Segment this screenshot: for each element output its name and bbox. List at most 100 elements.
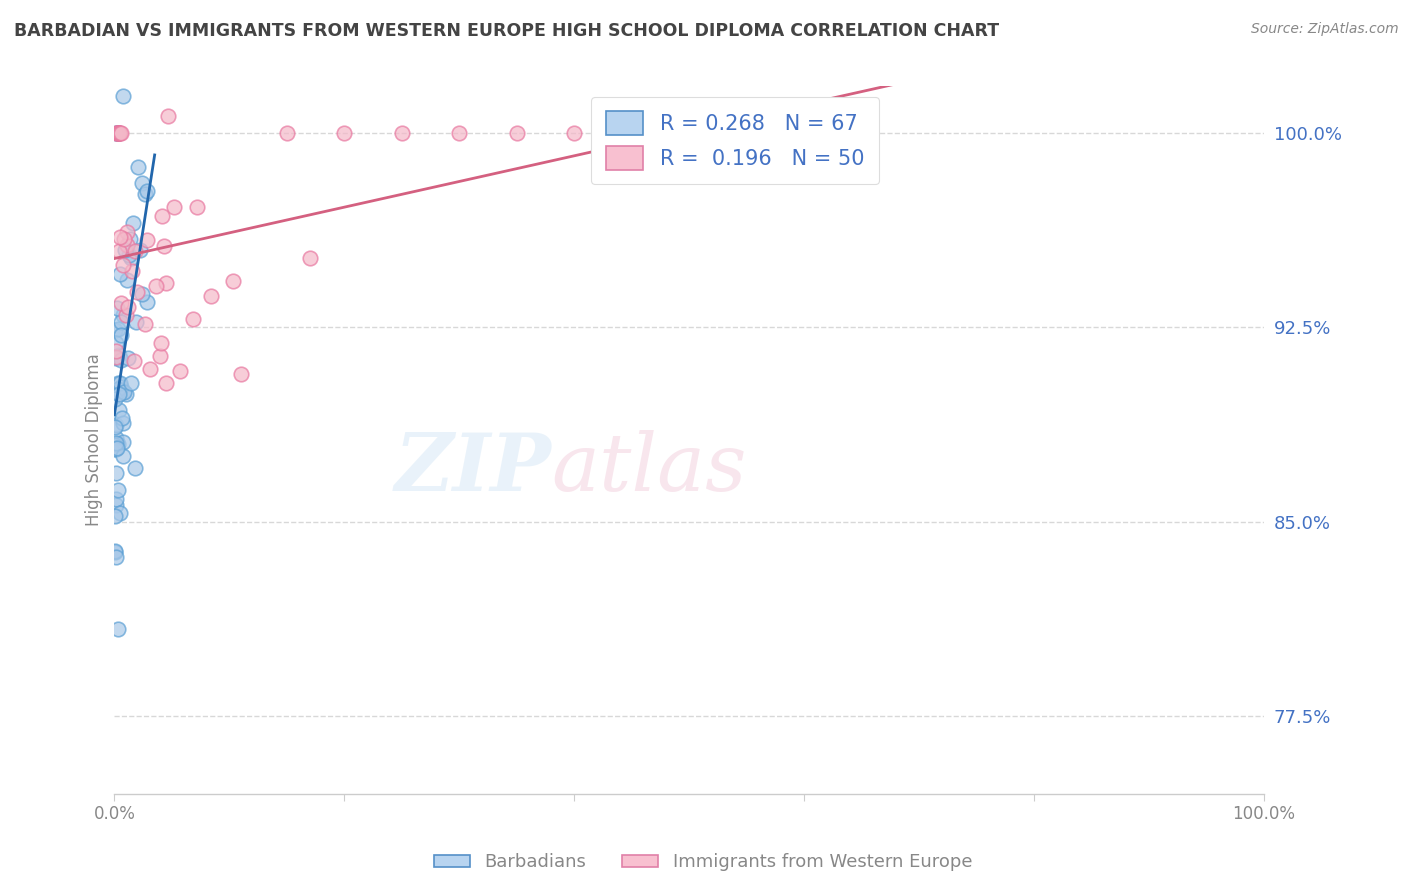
Point — [104, 322, 127, 336]
Point — [112, 258, 135, 272]
Point — [107, 348, 129, 362]
Text: BARBADIAN VS IMMIGRANTS FROM WESTERN EUROPE HIGH SCHOOL DIPLOMA CORRELATION CHAR: BARBADIAN VS IMMIGRANTS FROM WESTERN EUR… — [14, 22, 1000, 40]
Point — [105, 351, 128, 366]
Point — [104, 544, 127, 558]
Point — [107, 126, 129, 140]
Point — [155, 276, 177, 290]
Point — [145, 279, 167, 293]
Point — [108, 267, 131, 281]
Point — [105, 301, 128, 315]
Point — [104, 509, 127, 524]
Point — [107, 382, 129, 396]
Point — [117, 248, 139, 262]
Point — [111, 416, 134, 430]
Point — [222, 274, 245, 288]
Point — [124, 461, 146, 475]
Point — [120, 376, 142, 391]
Point — [108, 126, 131, 140]
Point — [117, 351, 139, 365]
Point — [134, 317, 156, 331]
Point — [851, 126, 873, 140]
Point — [107, 322, 129, 336]
Point — [108, 126, 131, 140]
Point — [163, 200, 186, 214]
Point — [108, 230, 131, 244]
Point — [111, 385, 134, 400]
Point — [110, 315, 132, 329]
Point — [105, 436, 128, 450]
Point — [150, 209, 173, 223]
Text: ZIP: ZIP — [395, 430, 551, 507]
Point — [104, 466, 127, 480]
Point — [391, 126, 413, 140]
Point — [110, 126, 132, 140]
Point — [153, 239, 176, 253]
Point — [121, 264, 143, 278]
Point — [108, 126, 131, 140]
Point — [506, 126, 529, 140]
Point — [157, 109, 180, 123]
Point — [231, 367, 253, 381]
Point — [104, 442, 127, 456]
Point — [124, 244, 146, 258]
Point — [112, 89, 135, 103]
Point — [125, 315, 148, 329]
Point — [134, 186, 156, 201]
Point — [105, 442, 128, 456]
Point — [104, 392, 127, 406]
Point — [112, 385, 135, 400]
Point — [104, 437, 127, 451]
Point — [110, 295, 132, 310]
Point — [115, 225, 138, 239]
Point — [131, 286, 153, 301]
Point — [111, 450, 134, 464]
Point — [107, 402, 129, 417]
Point — [108, 126, 131, 140]
Point — [105, 351, 128, 365]
Point — [562, 126, 585, 140]
Point — [125, 285, 148, 299]
Point — [105, 549, 128, 564]
Point — [105, 499, 128, 513]
Point — [115, 237, 138, 252]
Point — [111, 435, 134, 450]
Legend: Barbadians, Immigrants from Western Europe: Barbadians, Immigrants from Western Euro… — [426, 847, 980, 879]
Point — [131, 176, 153, 190]
Point — [112, 232, 135, 246]
Point — [135, 295, 157, 310]
Point — [118, 232, 141, 246]
Point — [298, 251, 321, 265]
Point — [107, 126, 129, 140]
Point — [114, 244, 136, 258]
Legend: R = 0.268   N = 67, R =  0.196   N = 50: R = 0.268 N = 67, R = 0.196 N = 50 — [592, 96, 879, 185]
Point — [110, 380, 132, 394]
Point — [107, 623, 129, 637]
Point — [122, 216, 145, 230]
Point — [620, 126, 643, 140]
Point — [107, 376, 129, 390]
Point — [186, 200, 208, 214]
Point — [107, 437, 129, 451]
Y-axis label: High School Diploma: High School Diploma — [86, 353, 103, 526]
Point — [104, 431, 127, 445]
Point — [108, 387, 131, 401]
Point — [105, 336, 128, 351]
Point — [181, 312, 204, 326]
Point — [107, 244, 129, 258]
Point — [122, 354, 145, 368]
Point — [115, 308, 138, 322]
Point — [105, 126, 128, 140]
Text: atlas: atlas — [551, 430, 747, 507]
Point — [104, 442, 127, 456]
Point — [114, 386, 136, 401]
Point — [200, 289, 222, 303]
Point — [149, 336, 172, 351]
Point — [155, 376, 177, 390]
Point — [111, 309, 134, 323]
Point — [104, 126, 127, 140]
Point — [120, 251, 142, 265]
Point — [276, 126, 298, 140]
Point — [127, 160, 149, 174]
Point — [333, 126, 356, 140]
Point — [107, 126, 129, 140]
